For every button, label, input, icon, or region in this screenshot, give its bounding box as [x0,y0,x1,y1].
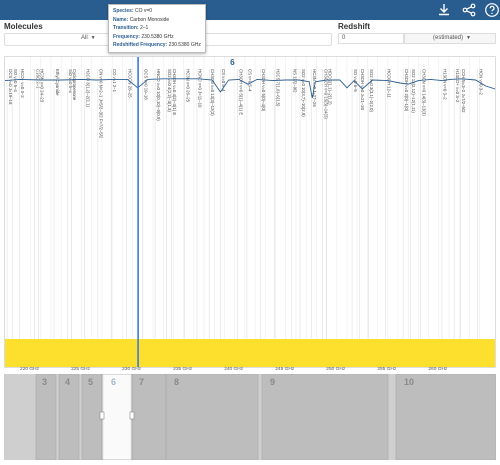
x-axis: 220 GHz 225 GHz 230 GHz 235 GHz 240 GHz 245 G… [4,366,496,374]
line-label[interactable]: CH3OH v=0 5(0)–4(0) [261,69,266,112]
x-tick-label: 240 GHz [224,367,244,372]
band-region[interactable] [395,373,497,461]
line-label[interactable]: CS v=0 5–4 [221,69,226,92]
line-label[interactable]: SiO v=0 5–4 [68,69,73,93]
line-label[interactable]: CH3OH v=0 J=21–20 [360,69,365,111]
line-label[interactable]: C18O 2–1 [35,69,40,89]
line-label[interactable]: CH3OH v=0 2(0)–1(0) [404,69,409,112]
line-label[interactable]: HC3N v=0 24–23 [39,69,44,103]
x-tick-label: 245 GHz [275,367,295,372]
tooltip-species-label: Species: [113,8,134,14]
x-tick-label: 220 GHz [20,367,39,372]
line-label[interactable]: CN v=0 N=2–1 J=5/2–3/2 F=7/2–5/2 [99,69,104,139]
view-window-left-handle[interactable] [99,411,105,420]
molecules-selected: All [81,35,88,41]
band-region[interactable] [165,373,259,461]
line-label[interactable]: HCO+ v=0 3–2 [20,69,25,98]
band-label[interactable]: 10 [404,377,414,387]
line-label[interactable]: H13CN v=0 3–2 [443,69,448,100]
x-tick-label: 230 GHz [122,367,142,372]
line-label[interactable]: OCS v=0 J=19–18 [8,69,13,105]
x-tick-label: 235 GHz [173,367,193,372]
chevron-down-icon: ▼ [466,35,471,41]
line-label[interactable]: SO2 v=0 10(3,7)–10(2,8) [301,69,306,117]
line-label[interactable]: CH3CCH v=0 15(3)–14(3) [323,69,328,119]
tooltip-transition: 2–1 [139,25,149,32]
tooltip-species: CO v=0 [134,8,153,14]
spectrum-svg: OCS v=0 J=19–18 SO v=0 5–4 HCO+ v=0 3–2 C18… [5,57,495,367]
line-label[interactable]: HCN v=0 3–2 [478,69,483,96]
line-label[interactable]: CH3OH v=0 5(1)–4(1) E [239,69,244,115]
x-tick-label: 260 GHz [428,367,448,372]
line-tooltip: Species: CO v=0 Name: Carbon Monoxide Tr… [108,4,206,53]
band-label[interactable]: 8 [174,377,179,387]
line-label[interactable]: Ethyl Cyanide [55,69,60,96]
tooltip-name: Carbon Monoxide [129,16,170,23]
line-label[interactable]: HC3N v=0 26–25 [185,69,190,103]
line-label[interactable]: SO2 13(2,12)–12(1,11) [411,69,416,113]
line-label[interactable]: HCOOH 12–11 [387,69,392,98]
redshift-mode-dropdown[interactable]: (estimated) ▼ [404,33,496,44]
share-icon[interactable] [461,2,477,18]
tooltip-redshifted: 230.5380 GHz [168,42,201,49]
line-label[interactable]: HCNO v=0 J=11–10 [198,69,203,108]
line-label[interactable]: HNCO v=0 10(0,10)–9(0,9) [156,69,161,121]
band-label[interactable]: 3 [42,377,47,387]
tooltip-transition-label: Transition: [113,25,139,32]
band-region[interactable] [261,373,389,461]
line-label[interactable]: CS v=0 5–4 [248,69,253,92]
app-header [0,0,500,20]
line-label[interactable]: H2CS 7(1,6)–6(1,5) [275,69,280,107]
band-overview[interactable]: 345678910 [4,373,497,461]
tooltip-frequency: 230.5380 GHz [141,33,174,40]
view-window[interactable] [101,373,133,461]
line-label[interactable]: NS 11/2–9/2 [293,69,298,93]
atmosphere-band [5,339,495,367]
tooltip-redshifted-label: Redshifted Frequency: [113,42,168,49]
x-tick-label: 225 GHz [71,367,91,372]
line-label[interactable]: HCCCN 26–25 [127,69,132,98]
band-label[interactable]: 5 [88,377,93,387]
redshift-label: Redshift [338,22,370,31]
x-tick-label: 255 GHz [377,367,397,372]
band-overview-svg: 345678910 [35,373,497,461]
band-label[interactable]: 9 [270,377,275,387]
line-label[interactable]: HDO 2(1,1)–2(1,2) [327,69,332,105]
line-label[interactable]: CH3OH v=0 4(2)–3(1) E [172,69,177,115]
line-label[interactable]: CO v=1 2–1 [112,69,117,93]
line-label[interactable]: SO v=0 6–5 [353,69,358,92]
line-label[interactable]: CCH N=3–2 J=7/2–5/2 [461,69,466,113]
molecules-label: Molecules [4,22,43,31]
line-label[interactable]: Cyclopropenone [72,69,77,101]
line-label[interactable]: SO v=0 5–4 [13,69,18,92]
tooltip-frequency-label: Frequency: [113,33,140,40]
redshift-input[interactable]: 0 [338,33,404,44]
chevron-down-icon: ▼ [90,35,96,41]
view-window-right-handle[interactable] [129,411,135,420]
band-label[interactable]: 4 [65,377,70,387]
x-tick-label: 250 GHz [326,367,346,372]
redshift-mode-value: (estimated) [433,35,464,41]
line-label[interactable]: SO2 v=0 3(3,1)–2(2,0) [369,69,374,112]
line-label[interactable]: H13CO+ v=0 3–2 [455,69,460,103]
help-icon[interactable] [484,2,500,18]
band-region[interactable] [130,373,167,461]
band-number-label: 6 [230,58,235,67]
download-icon[interactable] [436,2,452,18]
tooltip-name-label: Name: [113,16,129,23]
line-label[interactable]: CH3CN v=0 13(3)–12(3) [210,69,215,116]
line-label[interactable]: H2CO 3(1,2)–2(1,1) [85,69,90,108]
line-label[interactable]: CH3CN v=0 14(3)–13(3) [421,69,426,116]
line-label[interactable]: SO2 v=0 4(2,2)–3(1,3) [167,69,172,112]
band-label[interactable]: 7 [139,377,144,387]
spectrum-trace [5,78,495,99]
line-label[interactable]: OCS v=0 19–18 [144,69,149,100]
spectrum-plot[interactable]: OCS v=0 J=19–18 SO v=0 5–4 HCO+ v=0 3–2 C18… [4,56,496,368]
